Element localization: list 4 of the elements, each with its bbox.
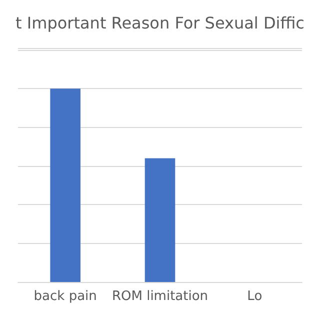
x-tick-label: ROM limitation bbox=[112, 289, 208, 304]
x-tick-label: Lo bbox=[247, 289, 262, 304]
chart-title: t Important Reason For Sexual Diffic bbox=[16, 14, 304, 32]
x-tick-label: back pain bbox=[34, 289, 97, 304]
